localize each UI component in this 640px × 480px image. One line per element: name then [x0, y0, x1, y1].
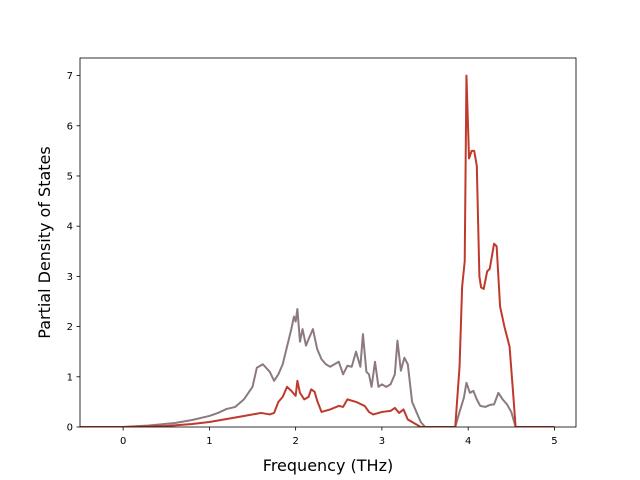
x-axis-ticks: 0 1 2 3 4 5	[120, 427, 558, 447]
y-axis-label: Partial Density of States	[35, 146, 54, 338]
x-tick-label: 3	[379, 436, 385, 447]
y-axis-ticks: 0 1 2 3 4 5 6 7	[67, 71, 80, 434]
y-tick-label: 3	[67, 272, 73, 283]
y-tick-label: 7	[67, 71, 73, 82]
y-tick-label: 0	[67, 423, 73, 434]
series-line-1	[80, 308, 555, 427]
series-line-2	[80, 74, 555, 427]
x-axis-label: Frequency (THz)	[263, 456, 393, 475]
x-tick-label: 5	[551, 436, 557, 447]
x-tick-label: 2	[292, 436, 298, 447]
series-layer	[80, 74, 555, 427]
y-tick-label: 2	[67, 322, 73, 333]
y-tick-label: 5	[67, 171, 73, 182]
y-tick-label: 4	[67, 222, 73, 233]
plot-frame	[79, 57, 577, 428]
y-tick-label: 6	[67, 121, 73, 132]
x-tick-label: 0	[120, 436, 126, 447]
x-tick-label: 1	[206, 436, 212, 447]
y-tick-label: 1	[67, 372, 73, 383]
x-tick-label: 4	[465, 436, 471, 447]
